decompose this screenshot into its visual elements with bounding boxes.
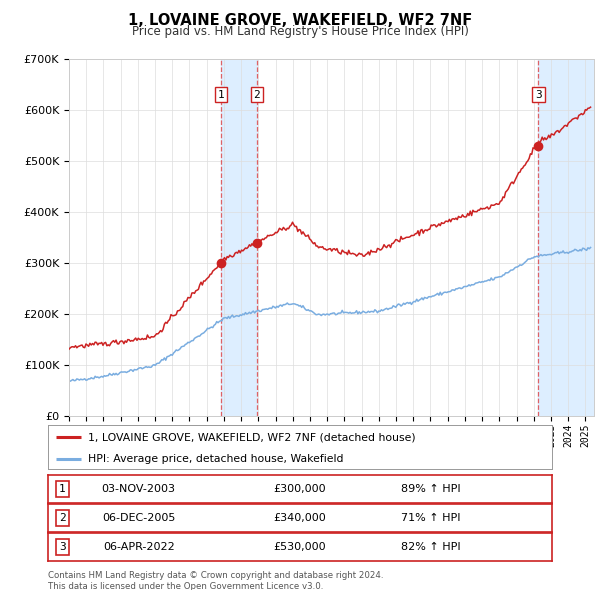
Text: 06-DEC-2005: 06-DEC-2005 <box>102 513 175 523</box>
Text: £300,000: £300,000 <box>274 484 326 494</box>
Text: Price paid vs. HM Land Registry's House Price Index (HPI): Price paid vs. HM Land Registry's House … <box>131 25 469 38</box>
Bar <box>221 59 257 416</box>
Text: 03-NOV-2003: 03-NOV-2003 <box>102 484 176 494</box>
Text: 82% ↑ HPI: 82% ↑ HPI <box>401 542 461 552</box>
Text: 89% ↑ HPI: 89% ↑ HPI <box>401 484 461 494</box>
Text: Contains HM Land Registry data © Crown copyright and database right 2024.
This d: Contains HM Land Registry data © Crown c… <box>48 571 383 590</box>
Text: 1: 1 <box>59 484 65 494</box>
Text: 71% ↑ HPI: 71% ↑ HPI <box>401 513 461 523</box>
Text: £340,000: £340,000 <box>274 513 326 523</box>
Text: HPI: Average price, detached house, Wakefield: HPI: Average price, detached house, Wake… <box>88 454 344 464</box>
Text: 3: 3 <box>59 542 65 552</box>
Bar <box>538 59 594 416</box>
Text: £530,000: £530,000 <box>274 542 326 552</box>
Text: 1: 1 <box>218 90 224 100</box>
Text: 2: 2 <box>59 513 65 523</box>
Text: 1, LOVAINE GROVE, WAKEFIELD, WF2 7NF: 1, LOVAINE GROVE, WAKEFIELD, WF2 7NF <box>128 13 472 28</box>
Text: 2: 2 <box>254 90 260 100</box>
Text: 1, LOVAINE GROVE, WAKEFIELD, WF2 7NF (detached house): 1, LOVAINE GROVE, WAKEFIELD, WF2 7NF (de… <box>88 432 416 442</box>
Text: 3: 3 <box>535 90 542 100</box>
Text: 06-APR-2022: 06-APR-2022 <box>103 542 175 552</box>
